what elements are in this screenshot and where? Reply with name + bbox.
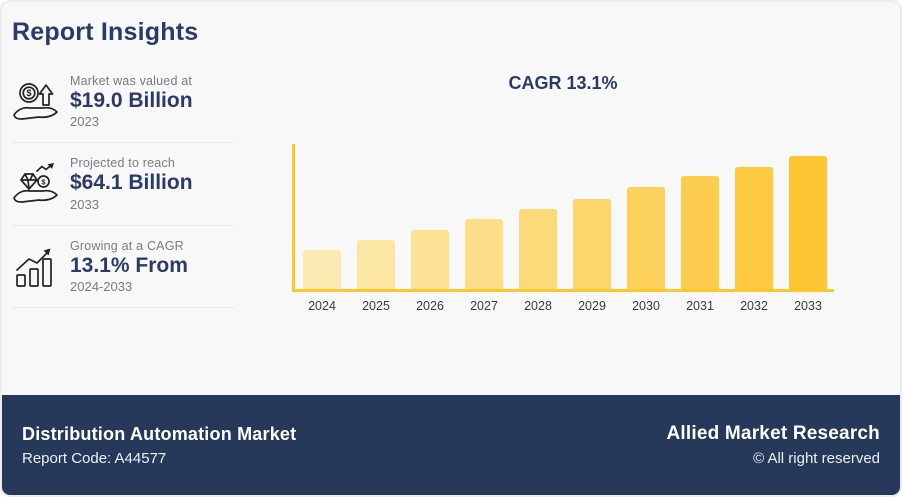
header: Report Insights (2, 2, 900, 47)
insight-text: Growing at a CAGR 13.1% From 2024-2033 (70, 239, 188, 294)
x-tick-2026: 2026 (416, 299, 444, 313)
x-tick-2025: 2025 (362, 299, 390, 313)
hand-coin-growth-icon: $ (12, 78, 60, 126)
insight-label: Projected to reach (70, 156, 176, 171)
footer-rights: © All right reserved (753, 450, 880, 467)
main-content: $ Market was valued at $19.0 Billion 202… (2, 47, 900, 395)
insight-text: Market was valued at $19.0 Billion 2023 (70, 74, 193, 129)
footer: Distribution Automation Market Report Co… (2, 395, 900, 495)
insight-label: Market was valued at (70, 74, 193, 88)
insight-period: 2023 (70, 114, 99, 130)
x-tick-2031: 2031 (686, 299, 714, 313)
insight-period: 2033 (70, 196, 99, 212)
footer-report-code: Report Code: A44577 (22, 449, 167, 467)
insight-text: Projected to reach $64.1 Billion 2033 (70, 156, 193, 211)
footer-left: Distribution Automation Market Report Co… (22, 424, 296, 467)
x-tick-2030: 2030 (632, 299, 660, 313)
insight-projection: $ Projected to reach $64.1 Billion 2033 (12, 142, 234, 224)
hand-diamond-coin-icon: $ (12, 160, 60, 208)
insight-period: 2024-2033 (70, 278, 133, 294)
bar-2030 (627, 187, 665, 289)
x-tick-2028: 2028 (524, 299, 552, 313)
plot-area (292, 144, 834, 292)
bar-2029 (573, 199, 611, 289)
insight-value: $19.0 Billion (70, 89, 193, 112)
x-tick-2032: 2032 (740, 299, 768, 313)
bar-2025 (357, 240, 395, 289)
bar-2027 (465, 219, 503, 289)
bar-2033 (789, 156, 827, 289)
bar-2026 (411, 230, 449, 289)
insight-cagr: Growing at a CAGR 13.1% From 2024-2033 (12, 224, 234, 308)
growth-bars-arrow-icon (12, 242, 60, 290)
x-tick-2024: 2024 (308, 299, 336, 313)
bar-2028 (519, 209, 557, 289)
insight-value: 13.1% From (70, 253, 188, 277)
bar-2024 (303, 250, 341, 289)
insight-label: Growing at a CAGR (70, 238, 184, 253)
page-title: Report Insights (12, 18, 199, 46)
svg-text:$: $ (26, 88, 31, 98)
x-tick-2029: 2029 (578, 299, 606, 313)
footer-right: Allied Market Research © All right reser… (667, 423, 881, 467)
insight-value: $64.1 Billion (70, 171, 193, 195)
insight-market-value: $ Market was valued at $19.0 Billion 202… (12, 61, 234, 142)
footer-report-title: Distribution Automation Market (22, 423, 297, 444)
insights-panel: $ Market was valued at $19.0 Billion 202… (12, 61, 234, 395)
x-tick-2027: 2027 (470, 299, 498, 313)
bar-2032 (735, 167, 773, 289)
footer-brand: Allied Market Research (666, 423, 880, 444)
chart-title: CAGR 13.1% (508, 73, 618, 93)
svg-text:$: $ (41, 177, 46, 186)
x-axis-labels: 2024 2025 2026 2027 2028 2029 2030 2031 2032 2033 (292, 299, 834, 313)
x-tick-2033: 2033 (794, 299, 822, 313)
bar-2031 (681, 176, 719, 289)
chart-area: CAGR 13.1% 2024 2025 2026 2027 2028 2029 2030 2… (234, 59, 900, 395)
